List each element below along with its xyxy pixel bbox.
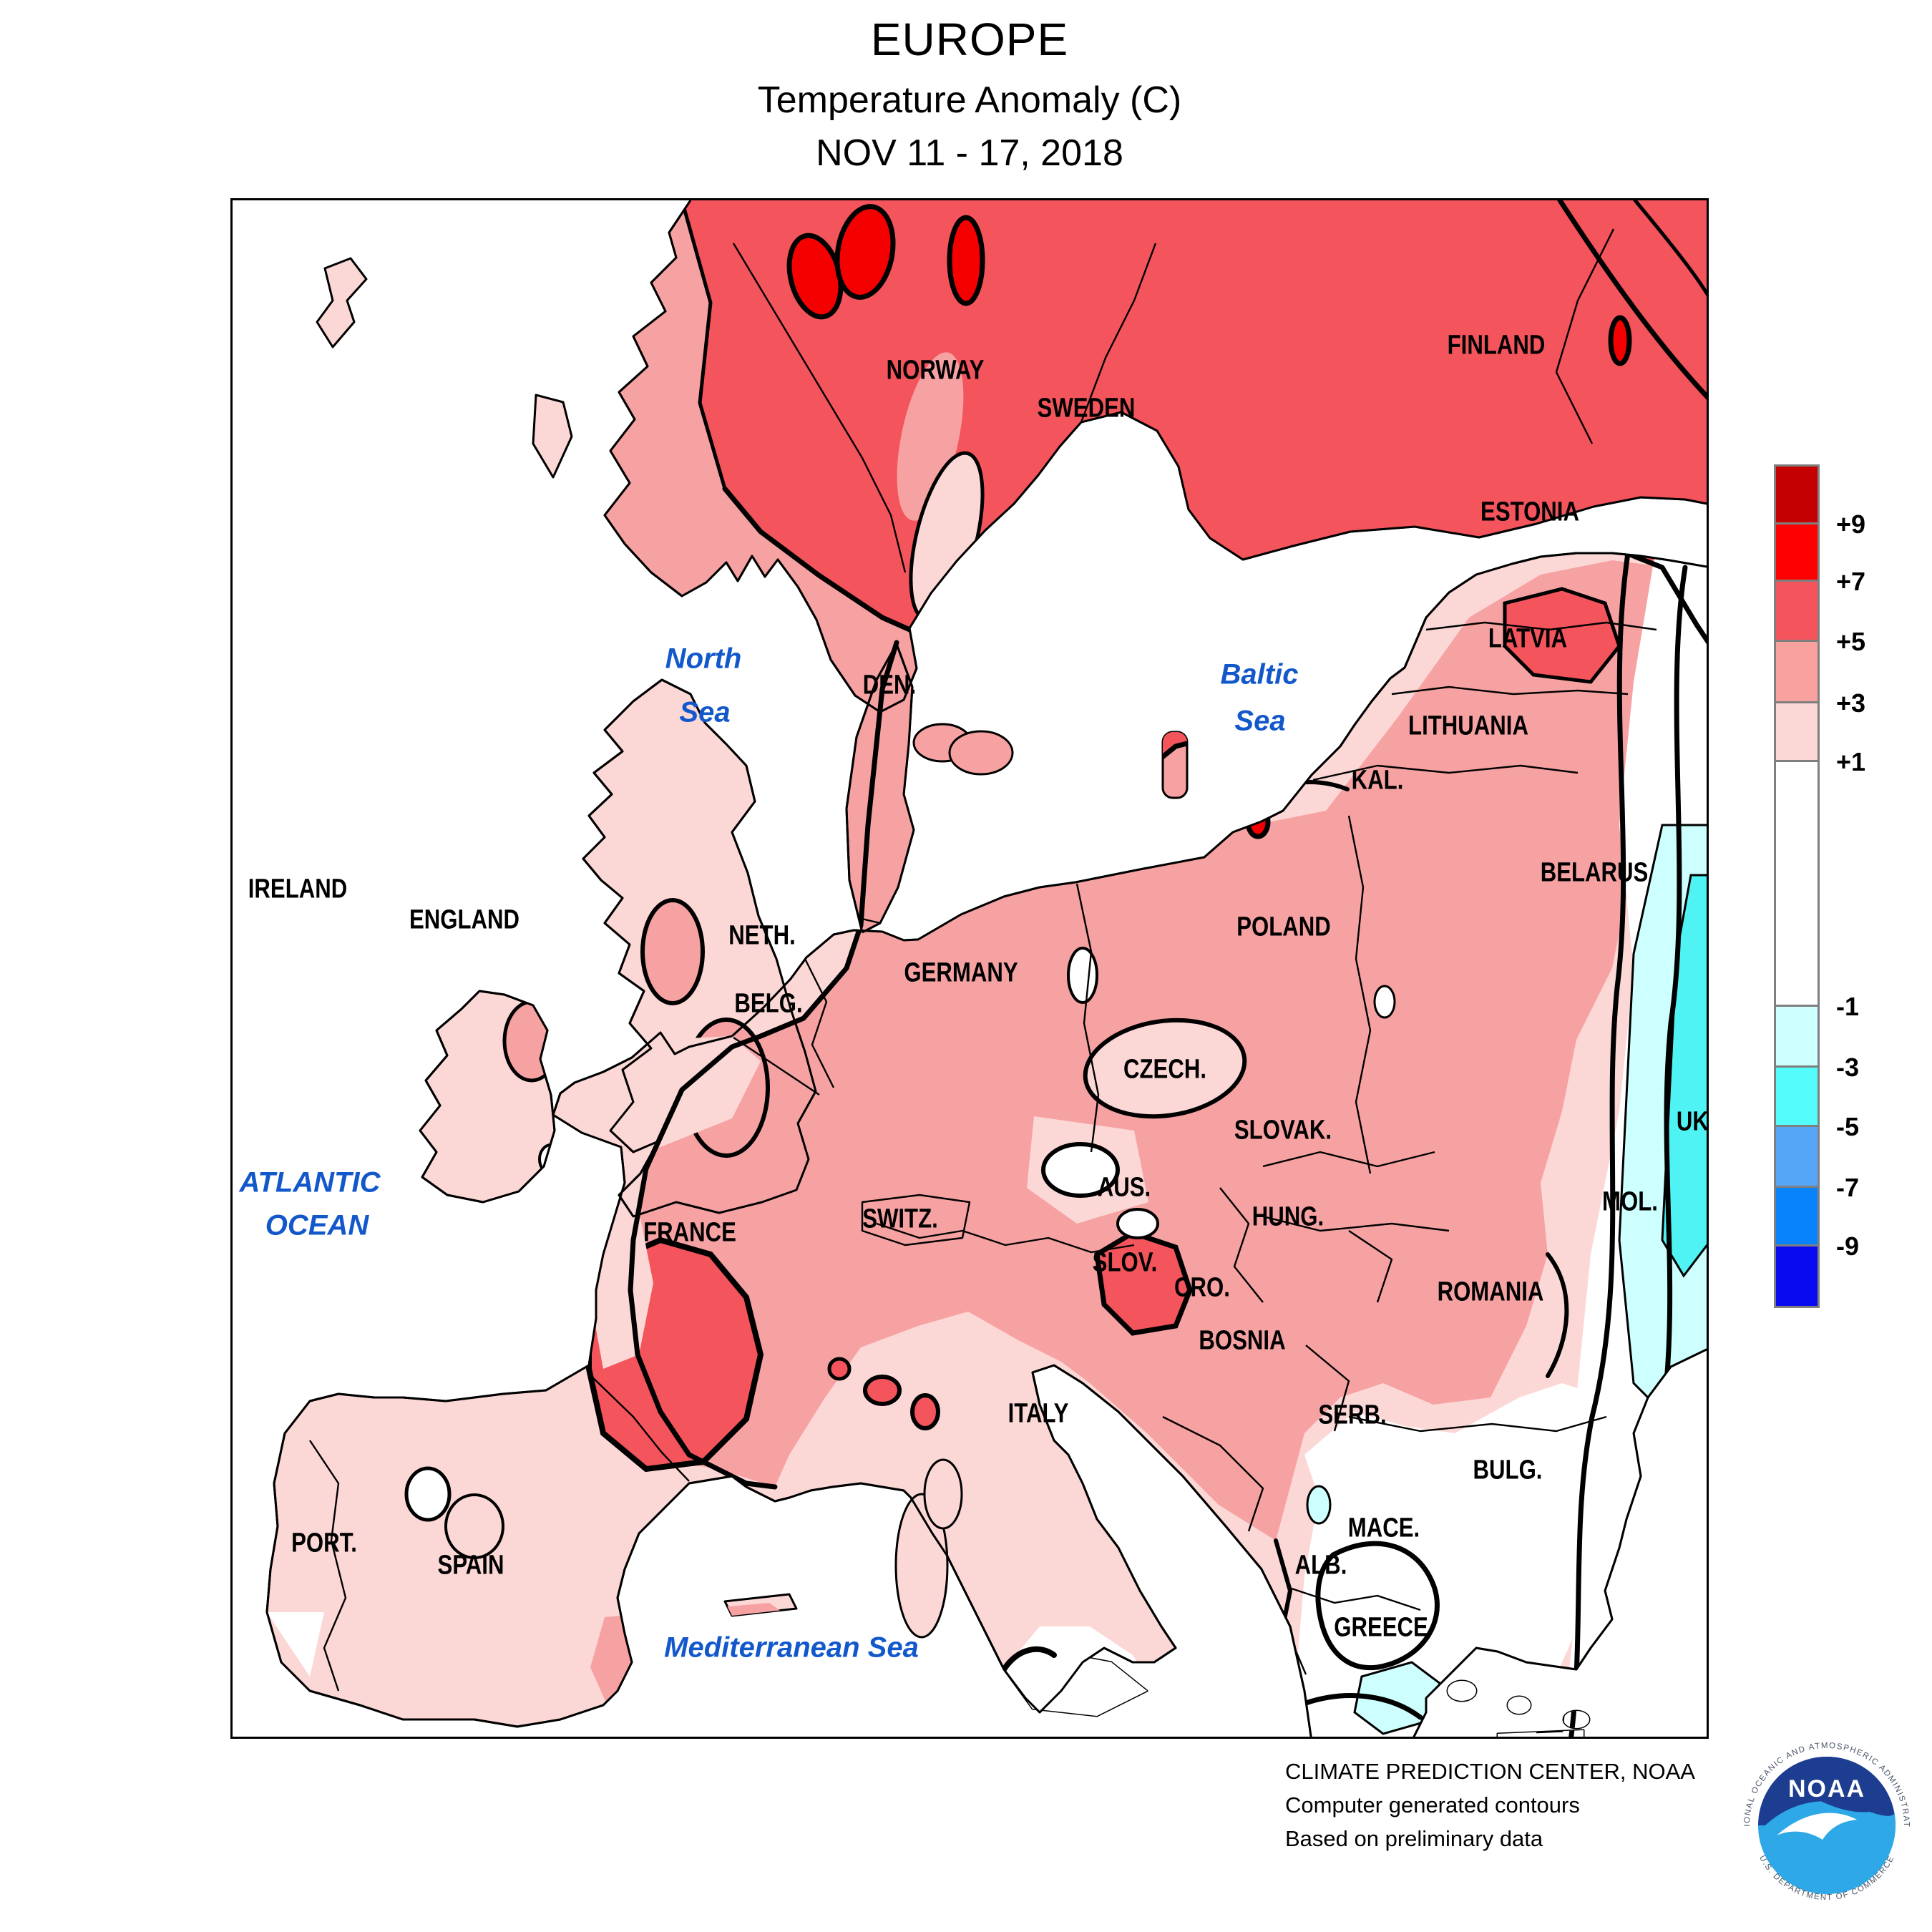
sea-label-ocean: OCEAN <box>265 1209 369 1241</box>
country-label-norway: NORWAY <box>886 355 985 386</box>
country-label-belg: BELG. <box>734 988 803 1019</box>
country-label-cro: CRO. <box>1174 1272 1230 1303</box>
map-frame: NORWAY SWEDEN FINLAND ESTONIA LATVIA LITHUANI… <box>230 198 1709 1739</box>
sea-label-atlantic: ATLANTIC <box>239 1166 381 1199</box>
legend-cell-10 <box>1774 1246 1820 1308</box>
legend-tick-3: +3 <box>1836 688 1866 718</box>
country-label-estonia: ESTONIA <box>1480 497 1579 527</box>
country-label-ukr: UKR. <box>1676 1106 1709 1137</box>
country-label-sweden: SWEDEN <box>1037 393 1136 424</box>
czech-pink-region <box>1083 1018 1247 1119</box>
country-label-poland: POLAND <box>1236 912 1331 942</box>
legend-tick-1: +1 <box>1836 747 1866 776</box>
credits-line-1: CLIMATE PREDICTION CENTER, NOAA <box>1285 1759 1695 1784</box>
country-label-latvia: LATVIA <box>1488 623 1568 654</box>
legend-cell-0 <box>1774 464 1820 525</box>
corsica-land <box>923 1458 963 1530</box>
country-label-mol: MOL. <box>1602 1186 1658 1217</box>
sea-label-mediterranean-sea: Mediterranean Sea <box>664 1631 919 1664</box>
legend-tick-7: -7 <box>1836 1173 1860 1202</box>
page-date-range: NOV 11 - 17, 2018 <box>816 132 1123 174</box>
legend-cell-3 <box>1774 642 1820 703</box>
legend-tick-5: +5 <box>1836 627 1866 656</box>
country-label-belarus: BELARUS <box>1540 857 1649 888</box>
shetland-islands <box>532 394 573 479</box>
page-subtitle: Temperature Anomaly (C) <box>757 79 1182 121</box>
sea-label-north: North <box>665 643 742 675</box>
legend-cell-4 <box>1774 703 1820 762</box>
country-label-spain: SPAIN <box>437 1550 504 1581</box>
country-label-greece: GREECE <box>1334 1612 1428 1643</box>
legend-tick-1: -1 <box>1836 992 1860 1021</box>
europe-anomaly-map <box>265 200 1707 1737</box>
country-label-switz: SWITZ. <box>862 1204 938 1234</box>
country-label-ireland: IRELAND <box>248 874 348 904</box>
country-label-germany: GERMANY <box>904 957 1018 988</box>
country-label-bosnia: BOSNIA <box>1199 1325 1286 1356</box>
sardinia-land <box>894 1493 949 1639</box>
country-label-france: FRANCE <box>643 1217 736 1248</box>
sea-label-baltic: Baltic <box>1220 658 1299 691</box>
legend-tick-9: -9 <box>1836 1231 1860 1261</box>
country-label-slovak: SLOVAK. <box>1234 1115 1332 1146</box>
country-label-slov: SLOV. <box>1092 1247 1158 1278</box>
country-label-lithuania: LITHUANIA <box>1408 711 1528 741</box>
country-label-czech: CZECH. <box>1123 1054 1206 1085</box>
country-label-mace: MACE. <box>1347 1513 1420 1543</box>
legend-tick-9: +9 <box>1836 509 1866 539</box>
credits-line-2: Computer generated contours <box>1285 1792 1580 1818</box>
country-label-finland: FINLAND <box>1447 330 1546 361</box>
coastline-overlay <box>265 200 1707 1737</box>
legend-cell-9 <box>1774 1188 1820 1246</box>
country-borders <box>309 228 1657 1692</box>
noaa-logo: NOAA NATIONAL OCEANIC AND ATMOSPHERIC AD… <box>1733 1732 1921 1919</box>
legend-cell-7 <box>1774 1068 1820 1127</box>
country-label-den: DEN. <box>862 670 917 701</box>
country-label-port: PORT. <box>291 1528 357 1558</box>
noaa-logo-wordmark: NOAA <box>1788 1775 1865 1802</box>
legend-cell-1 <box>1774 525 1820 582</box>
country-label-hung: HUNG. <box>1252 1201 1324 1232</box>
country-label-bulg: BULG. <box>1473 1455 1543 1485</box>
legend-cell-8 <box>1774 1127 1820 1188</box>
title-block: EUROPE Temperature Anomaly (C) NOV 11 - … <box>230 13 1709 175</box>
legend-tick-5: -5 <box>1836 1112 1860 1141</box>
legend-cell-6 <box>1774 1007 1820 1068</box>
country-label-england: ENGLAND <box>409 904 520 935</box>
noaa-seagull-icon <box>1777 1813 1857 1840</box>
country-label-neth: NETH. <box>728 920 796 951</box>
country-label-italy: ITALY <box>1008 1398 1069 1429</box>
credits-block: CLIMATE PREDICTION CENTER, NOAA Computer… <box>1285 1755 1695 1855</box>
anomaly-legend <box>1774 464 1820 1308</box>
country-label-kal: KAL. <box>1351 765 1404 796</box>
faroe-islands <box>316 257 368 348</box>
page-title: EUROPE <box>870 14 1069 65</box>
country-label-aus: AUS. <box>1097 1172 1151 1203</box>
sea-label-sea: Sea <box>1234 705 1286 737</box>
legend-tick-7: +7 <box>1836 567 1866 596</box>
legend-cell-2 <box>1774 582 1820 642</box>
country-label-alb: ALB. <box>1294 1550 1347 1581</box>
credits-line-3: Based on preliminary data <box>1285 1826 1543 1851</box>
legend-tick-3: -3 <box>1836 1053 1860 1082</box>
sea-label-sea: Sea <box>679 696 731 728</box>
country-label-romania: ROMANIA <box>1437 1277 1544 1307</box>
country-label-serb: SERB. <box>1318 1400 1387 1430</box>
legend-cell-5 <box>1774 762 1820 1007</box>
